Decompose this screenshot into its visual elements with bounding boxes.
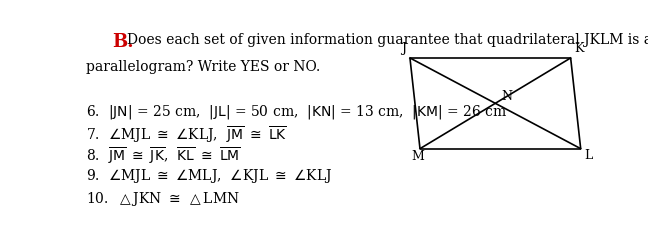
- Text: L: L: [584, 149, 593, 162]
- Text: N: N: [502, 90, 513, 103]
- Text: M: M: [411, 150, 424, 163]
- Text: B.: B.: [112, 33, 133, 51]
- Text: 8.  $\overline{\mathrm{JM}}$ $\cong$ $\overline{\mathrm{JK}}$,  $\overline{\math: 8. $\overline{\mathrm{JM}}$ $\cong$ $\ov…: [86, 146, 241, 167]
- Text: 7.  $\angle$MJL $\cong$ $\angle$KLJ,  $\overline{\mathrm{JM}}$ $\cong$ $\overlin: 7. $\angle$MJL $\cong$ $\angle$KLJ, $\ov…: [86, 125, 287, 146]
- Text: 6.  $|\mathrm{JN}|$ = 25 cm,  $|\mathrm{JL}|$ = 50 cm,  $|\mathrm{KN}|$ = 13 cm,: 6. $|\mathrm{JN}|$ = 25 cm, $|\mathrm{JL…: [86, 103, 507, 121]
- Text: parallelogram? Write YES or NO.: parallelogram? Write YES or NO.: [86, 60, 320, 74]
- Text: Does each set of given information guarantee that quadrilateral JKLM is a: Does each set of given information guara…: [127, 33, 648, 47]
- Text: J: J: [401, 42, 406, 55]
- Text: K: K: [574, 42, 584, 55]
- Text: 10.  $\triangle$JKN $\cong$ $\triangle$LMN: 10. $\triangle$JKN $\cong$ $\triangle$LM…: [86, 190, 240, 208]
- Text: 9.  $\angle$MJL $\cong$ $\angle$MLJ,  $\angle$KJL $\cong$ $\angle$KLJ: 9. $\angle$MJL $\cong$ $\angle$MLJ, $\an…: [86, 167, 332, 185]
